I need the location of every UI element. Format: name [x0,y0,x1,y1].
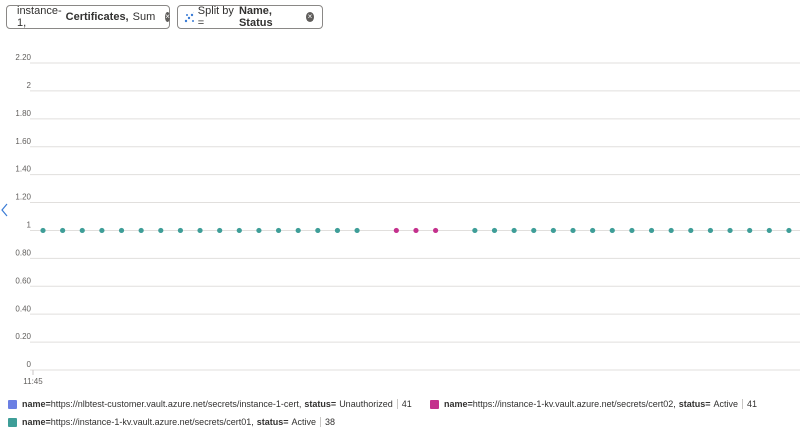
data-point [688,227,694,234]
metric: Certificates, [65,11,129,23]
y-tick-label: 2.20 [15,53,31,62]
data-point [433,227,439,234]
data-point [393,227,399,234]
data-point [354,227,360,234]
data-point [334,227,341,234]
legend-divider [742,399,744,409]
data-point [236,227,242,234]
data-point [648,227,655,234]
data-point [315,227,321,234]
y-tick-label: 1.20 [15,193,31,202]
data-point [275,227,282,234]
data-point [491,227,498,234]
legend-swatch [430,399,439,409]
data-point [472,227,478,234]
data-point [60,227,66,234]
legend-key: name= [22,417,51,427]
legend-item[interactable]: name= https://instance-1-kv.vault.azure.n… [430,399,757,409]
data-point [79,227,85,234]
legend-name: https://instance-1-kv.vault.azure.net/se… [50,417,252,427]
scroll-left[interactable] [1,203,8,217]
data-point [158,227,164,234]
data-point [256,227,262,234]
legend-total: 38 [325,417,336,427]
legend-name: https://instance-1-kv.vault.azure.net/se… [472,399,674,409]
metric-chip[interactable]: instance-1, Certificates, Sum × [6,5,170,29]
data-point [177,227,184,234]
legend-divider [396,399,398,409]
legend-status: Active [713,399,739,409]
data-point [668,227,674,234]
resource: instance-1, [17,5,62,29]
y-tick-label: 0.60 [15,276,31,285]
legend-swatch [8,399,17,409]
data-point [197,227,203,234]
data-point [747,227,753,234]
legend-key: status= [256,417,289,427]
data-point [118,227,125,234]
y-tick-label: 1.60 [15,137,31,146]
data-point [727,227,733,234]
split-chip[interactable]: Split by = Name, Status × [177,5,323,29]
data-point [413,227,419,234]
legend-key: status= [304,399,337,409]
data-point [138,227,144,234]
data-point [40,227,46,234]
data-point [786,227,792,234]
legend-item[interactable]: name= https://instance-1-kv.vault.azure.n… [8,417,335,427]
data-point [570,227,576,234]
y-tick-label: 0.20 [15,332,31,341]
legend-total: 41 [747,399,758,409]
legend-item[interactable]: name= https://nlbtest-customer.vault.azur… [8,399,412,409]
legend-separator: , [251,417,254,427]
split-value: Name, Status [238,5,273,29]
split-icon [184,13,194,23]
y-tick-label: 1.40 [15,165,31,174]
y-tick-label: 0 [27,360,32,369]
data-point [550,227,556,234]
data-point [707,227,714,234]
legend-separator: , [298,399,302,409]
data-point [609,227,615,234]
remove-button[interactable]: × [165,12,170,22]
aggregation: Sum [132,11,156,23]
legend-separator: , [673,399,676,409]
legend-status: Active [291,417,317,427]
remove-button[interactable]: × [305,12,314,22]
data-point [217,227,223,234]
legend-swatch [8,417,17,427]
legend-total: 41 [401,399,412,409]
legend-key: status= [678,399,711,409]
data-point [511,227,517,234]
legend-name: https://nlbtest-customer.vault.azure.net… [50,399,299,409]
split-prefix: Split by = [197,5,234,29]
data-point [295,227,301,234]
y-tick-label: 1 [27,221,32,230]
data-point [531,227,537,234]
legend-divider [320,417,322,427]
y-tick-label: 0.80 [15,248,31,257]
legend-status: Unauthorized [339,399,393,409]
legend-key: name= [444,399,473,409]
y-tick-label: 2 [27,81,32,90]
data-point [766,227,772,234]
x-tick-label: 11:45 [23,377,43,386]
y-tick-label: 0.40 [15,304,31,313]
legend-key: name= [22,399,51,409]
data-point [590,227,596,234]
y-tick-label: 1.80 [15,109,31,118]
data-point [629,227,635,234]
data-point [99,227,105,234]
